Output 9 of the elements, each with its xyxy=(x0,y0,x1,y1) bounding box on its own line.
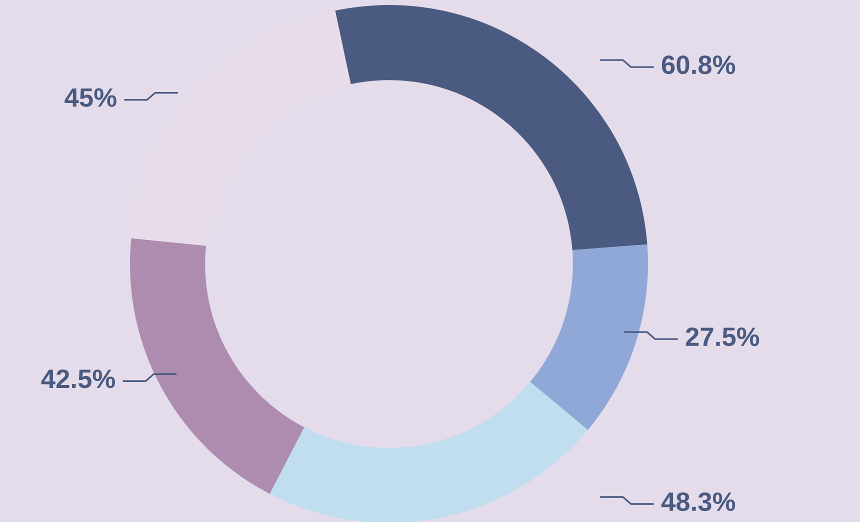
data-label: 60.8% xyxy=(662,55,736,74)
data-label: 45% xyxy=(64,88,116,107)
data-label: 27.5% xyxy=(686,327,760,346)
data-label: 48.3% xyxy=(661,492,736,512)
donut-slice xyxy=(270,382,588,522)
donut-slice xyxy=(130,238,304,494)
donut-slice xyxy=(530,244,648,430)
data-label: 42.5% xyxy=(41,370,115,388)
donut-slice xyxy=(335,5,648,250)
